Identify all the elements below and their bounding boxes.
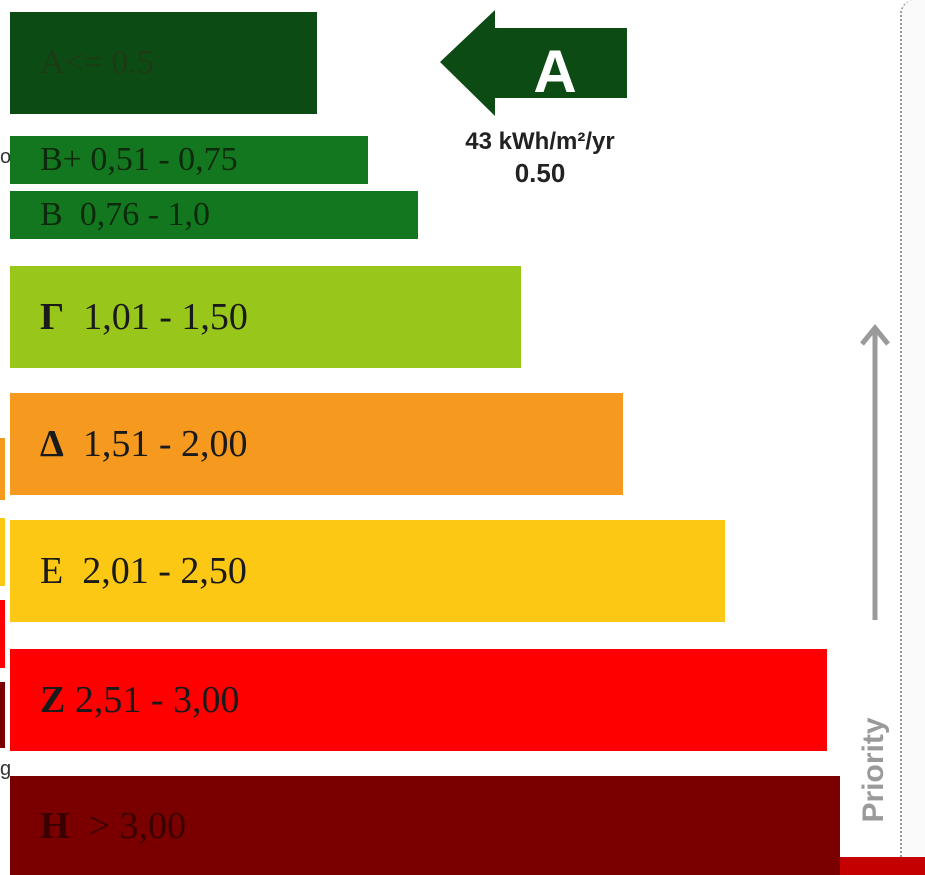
- edge-cropped-strip: [0, 518, 5, 586]
- priority-panel: [900, 0, 925, 860]
- band-gamma-label: Γ 1,01 - 1,50: [40, 296, 248, 338]
- band-h-bar: H > 3,00: [10, 776, 840, 875]
- band-a-bar: A<= 0.5: [10, 12, 317, 114]
- band-gamma-bar: Γ 1,01 - 1,50: [10, 266, 521, 368]
- rating-index-value: 0.50: [514, 158, 566, 188]
- band-b-bar: B 0,76 - 1,0: [10, 191, 418, 239]
- band-z-label: Z 2,51 - 3,00: [40, 679, 240, 721]
- band-bplus-bar: B+ 0,51 - 0,75: [10, 136, 368, 184]
- edge-cropped-strip: [0, 682, 5, 748]
- band-bplus-label: B+ 0,51 - 0,75: [40, 141, 238, 178]
- band-a-label: A<= 0.5: [40, 44, 154, 81]
- rating-letter: A: [533, 38, 577, 105]
- band-z-bar: Z 2,51 - 3,00: [10, 649, 827, 751]
- band-delta-label: Δ 1,51 - 2,00: [40, 423, 248, 465]
- band-h-label: H > 3,00: [40, 804, 186, 847]
- rating-arrow-icon: [440, 10, 627, 116]
- band-delta-bar: Δ 1,51 - 2,00: [10, 393, 623, 495]
- band-e-bar: E 2,01 - 2,50: [10, 520, 725, 622]
- priority-label: Priority: [857, 717, 890, 823]
- band-e-label: E 2,01 - 2,50: [40, 550, 247, 592]
- band-b-label: B 0,76 - 1,0: [40, 196, 211, 233]
- edge-cropped-strip: [0, 438, 5, 500]
- edge-cropped-strip: [0, 600, 5, 668]
- bottom-edge-strip: [840, 857, 925, 875]
- edge-cropped-text-bottom: g: [0, 758, 12, 780]
- up-arrow-icon: [860, 324, 890, 620]
- edge-cropped-text-top: o: [0, 146, 12, 168]
- rating-energy-value: 43 kWh/m²/yr: [465, 128, 615, 155]
